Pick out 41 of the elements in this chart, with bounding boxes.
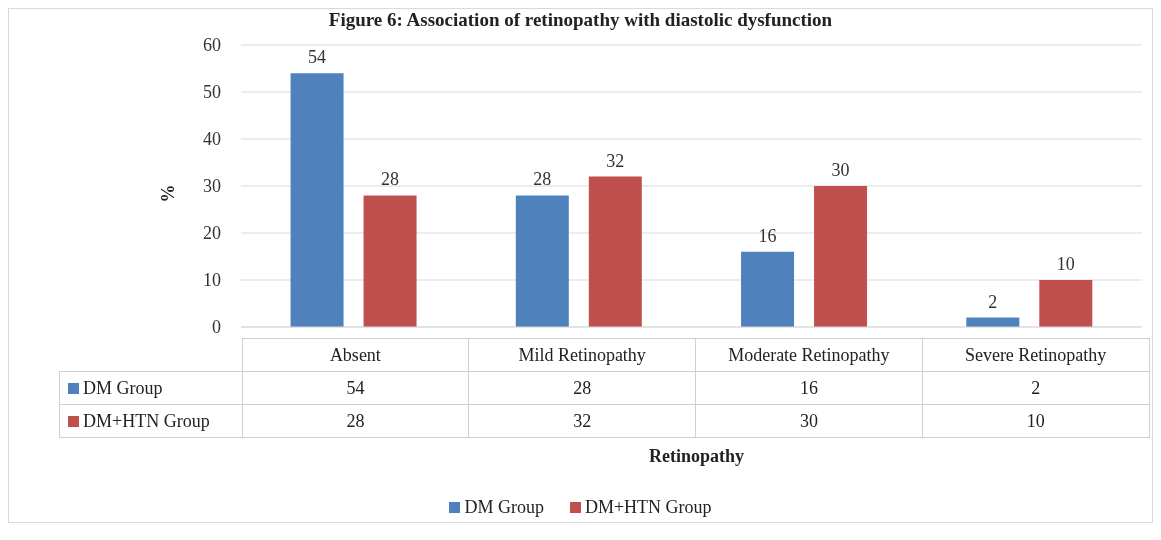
x-axis-title: Retinopathy [648, 446, 745, 467]
bar [588, 176, 642, 327]
bar [1039, 280, 1093, 327]
bar [363, 195, 417, 327]
y-tick-label: 10 [203, 270, 221, 291]
text: 28 [381, 169, 400, 190]
text: 16 [758, 225, 777, 246]
bar [814, 186, 868, 327]
y-tick-label: 60 [203, 35, 221, 56]
legend-label: DM Group [59, 371, 242, 405]
bar [515, 195, 569, 327]
bar [741, 251, 795, 327]
text: DM Group [464, 497, 544, 517]
data-label: 30 [695, 404, 923, 438]
x-tick-label: Severe Retinopathy [922, 338, 1149, 372]
text: DM+HTN Group [83, 410, 210, 431]
legend-label: DM+HTN Group [583, 497, 712, 518]
data-label: 28 [242, 404, 469, 438]
x-tick-label: Absent [242, 338, 469, 372]
data-label: 2 [922, 371, 1149, 405]
y-tick-label: 0 [212, 317, 221, 338]
data-label: 10 [922, 404, 1149, 438]
y-tick-label: 50 [203, 82, 221, 103]
y-tick-label: 20 [203, 223, 221, 244]
text: 30 [831, 160, 850, 180]
x-tick-label: Moderate Retinopathy [695, 338, 923, 372]
bar [290, 73, 344, 327]
text: 28 [533, 169, 552, 190]
chart-title: Figure 6: Association of retinopathy with diastolic dysfunction [327, 9, 834, 32]
text: 54 [308, 47, 327, 68]
data-label: 54 [242, 371, 469, 405]
text: 10 [1056, 254, 1075, 274]
data-label: 16 [695, 371, 923, 405]
text: 32 [606, 150, 625, 171]
y-tick-label: 40 [203, 129, 221, 150]
x-tick-label: Mild Retinopathy [468, 338, 696, 372]
y-tick-label: 30 [203, 176, 221, 197]
y-axis-title: % [157, 184, 179, 203]
data-label: 32 [468, 404, 696, 438]
data-label: 28 [468, 371, 696, 405]
text: 2 [988, 291, 998, 312]
